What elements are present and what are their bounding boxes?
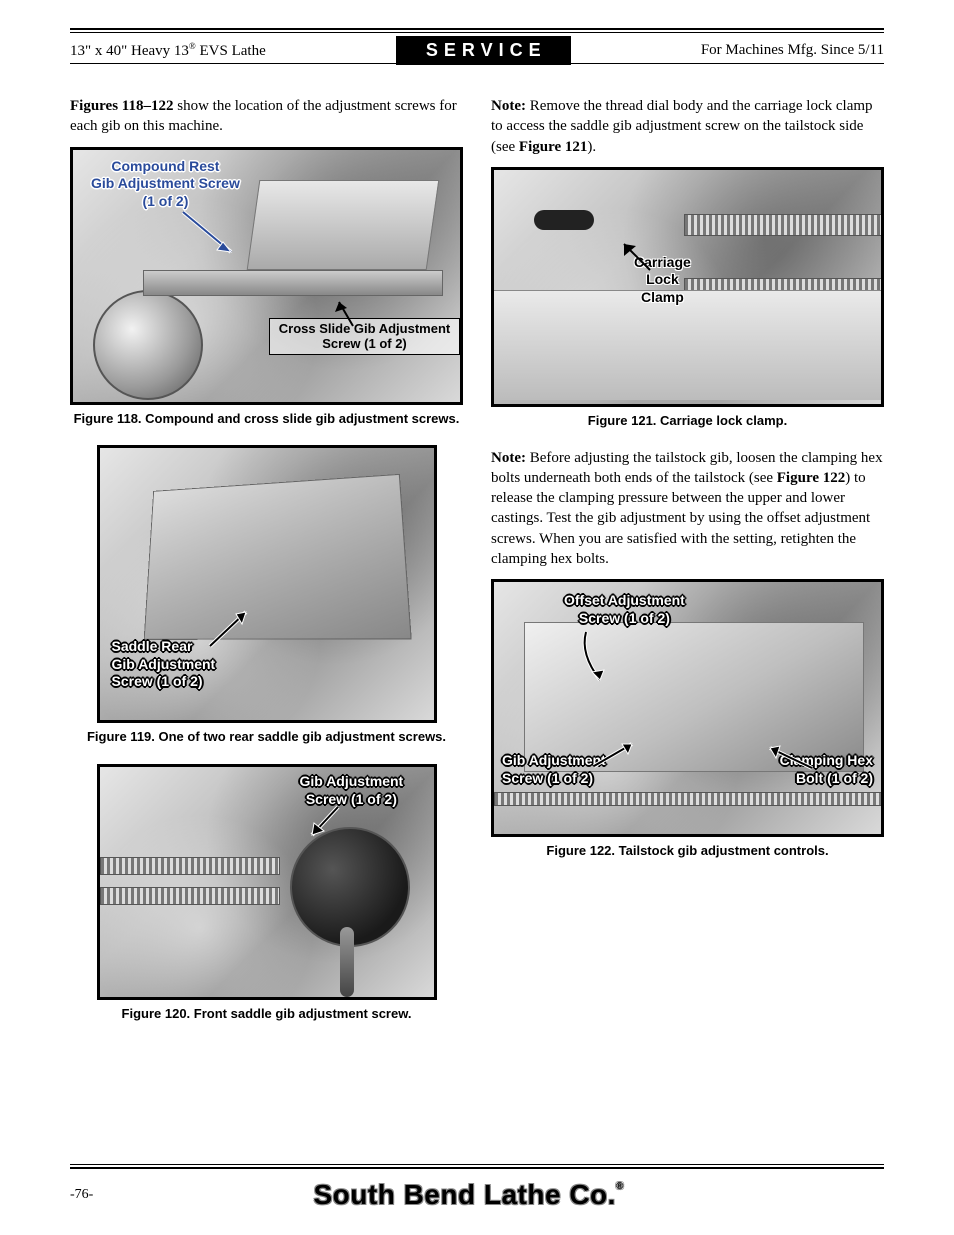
fig122-pointer-2 [594, 740, 640, 770]
note-2: Note: Before adjusting the tailstock gib… [491, 448, 884, 570]
fig118-pointer-1 [183, 212, 243, 272]
fig118-pointer-2 [333, 298, 373, 328]
figure-120-image: Gib Adjustment Screw (1 of 2) [97, 764, 437, 1000]
brand-logo: South Bend Lathe Co.® [314, 1179, 624, 1211]
left-column: Figures 118–122 show the location of the… [70, 96, 463, 1041]
fig119-pointer [210, 608, 260, 648]
header-left-suffix: EVS Lathe [196, 43, 266, 59]
figure-118-image: Compound Rest Gib Adjustment Screw (1 of… [70, 147, 463, 405]
figure-118: Compound Rest Gib Adjustment Screw (1 of… [70, 147, 463, 428]
apron-shape [494, 290, 884, 400]
right-column: Note: Remove the thread dial body and th… [491, 96, 884, 1041]
fig118-callout-compound: Compound Rest Gib Adjustment Screw (1 of… [91, 158, 240, 211]
handle-shape [340, 927, 354, 997]
figure-122-caption: Figure 122. Tailstock gib adjustment con… [491, 843, 884, 860]
handwheel-shape [93, 290, 203, 400]
fig119-callout: Saddle Rear Gib Adjustment Screw (1 of 2… [112, 638, 216, 691]
figure-120-caption: Figure 120. Front saddle gib adjustment … [70, 1006, 463, 1023]
figure-122-image: Offset Adjustment Screw (1 of 2) Gib Adj… [491, 579, 884, 837]
fig120-callout: Gib Adjustment Screw (1 of 2) [300, 773, 404, 808]
footer-row: -76- South Bend Lathe Co.® [70, 1179, 884, 1211]
brand-text: South Bend Lathe Co. [314, 1179, 616, 1210]
brand-reg: ® [616, 1181, 624, 1192]
footer-rule [70, 1164, 884, 1169]
bedway-shape [494, 792, 884, 806]
header-reg-mark: ® [189, 41, 196, 51]
figure-121: Carriage Lock Clamp Figure 121. Carriage… [491, 167, 884, 430]
figure-121-image: Carriage Lock Clamp [491, 167, 884, 407]
note2-bold: Note: [491, 450, 526, 466]
fig122-callout-offset: Offset Adjustment Screw (1 of 2) [564, 592, 685, 627]
fig122-pointer-1 [578, 630, 628, 690]
figure-119-image: Saddle Rear Gib Adjustment Screw (1 of 2… [97, 445, 437, 723]
note1-bold: Note: [491, 98, 526, 114]
fig122-pointer-3 [764, 744, 814, 774]
leadscrew-1 [100, 857, 280, 875]
intro-paragraph: Figures 118–122 show the location of the… [70, 96, 463, 137]
intro-bold: Figures 118–122 [70, 98, 173, 114]
note2-figref: Figure 122 [777, 470, 845, 486]
slide-shape [143, 270, 443, 296]
note-1: Note: Remove the thread dial body and th… [491, 96, 884, 157]
saddle-shape [143, 474, 411, 640]
header-left: 13" x 40" Heavy 13® EVS Lathe [70, 41, 266, 60]
content-columns: Figures 118–122 show the location of the… [70, 96, 884, 1041]
clamp-handle [534, 210, 594, 230]
fig122-callout-gib: Gib Adjustment Screw (1 of 2) [502, 752, 606, 787]
figure-118-caption: Figure 118. Compound and cross slide gib… [70, 411, 463, 428]
fig120-pointer [308, 807, 348, 841]
leadscrew-2 [100, 887, 280, 905]
figure-121-caption: Figure 121. Carriage lock clamp. [491, 413, 884, 430]
fig121-pointer [620, 240, 660, 280]
compound-shape [247, 180, 440, 270]
page-footer: -76- South Bend Lathe Co.® [70, 1164, 884, 1211]
header-right: For Machines Mfg. Since 5/11 [701, 42, 884, 59]
note1-figref: Figure 121 [519, 139, 587, 155]
figure-119: Saddle Rear Gib Adjustment Screw (1 of 2… [70, 445, 463, 746]
figure-120: Gib Adjustment Screw (1 of 2) Figure 120… [70, 764, 463, 1023]
note1-tail: ). [587, 139, 596, 155]
figure-119-caption: Figure 119. One of two rear saddle gib a… [70, 729, 463, 746]
header-center-pill: SERVICE [396, 36, 571, 65]
figure-122: Offset Adjustment Screw (1 of 2) Gib Adj… [491, 579, 884, 860]
page-number: -76- [70, 1187, 93, 1203]
header-top-rule [70, 28, 884, 33]
page-header: 13" x 40" Heavy 13® EVS Lathe SERVICE Fo… [70, 37, 884, 63]
leadscrew-top [684, 214, 884, 236]
header-left-prefix: 13" x 40" Heavy 13 [70, 43, 189, 59]
